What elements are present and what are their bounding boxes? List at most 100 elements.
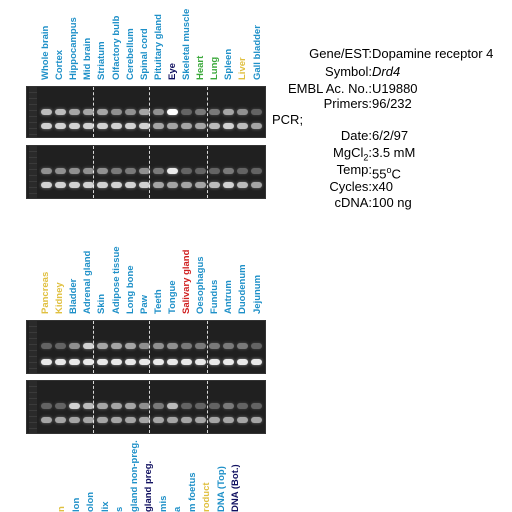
- gel-band: [55, 123, 66, 129]
- gel-band: [41, 182, 52, 188]
- lane-label: s: [114, 506, 125, 512]
- gel-band: [69, 182, 80, 188]
- gel-band: [139, 168, 150, 174]
- gel-band: [153, 403, 164, 409]
- gel-band: [237, 168, 248, 174]
- lane-label: Bladder: [68, 278, 80, 314]
- gel-panel-1-top: [26, 86, 266, 138]
- date-label: Date:: [340, 128, 372, 143]
- gel-band: [195, 109, 206, 115]
- gel-band: [69, 403, 80, 409]
- temp-label: Temp:: [336, 162, 372, 177]
- gel-band: [55, 417, 66, 423]
- gel-band: [55, 359, 66, 365]
- gel-band: [167, 403, 178, 409]
- gel-band: [69, 168, 80, 174]
- temp-value: 55oC: [372, 165, 401, 182]
- gel-band: [251, 403, 262, 409]
- lane-label: Teeth: [152, 289, 164, 314]
- gel-band: [83, 417, 94, 423]
- mgcl-value: 3.5 mM: [372, 145, 416, 160]
- gel-band: [139, 343, 150, 349]
- gel-band: [125, 123, 136, 129]
- gel-band: [181, 109, 192, 115]
- gel-band: [223, 182, 234, 188]
- lane-label: Fundus: [209, 279, 221, 314]
- gel-band: [153, 168, 164, 174]
- gel-band: [111, 359, 122, 365]
- gel-band: [237, 417, 248, 423]
- gel-band: [83, 182, 94, 188]
- gel-band: [195, 123, 206, 129]
- gel-band: [153, 359, 164, 365]
- primers-label: Primers:: [323, 96, 372, 111]
- gel-band: [111, 182, 122, 188]
- gel-band: [41, 403, 52, 409]
- cycles-value: x40: [372, 179, 393, 194]
- gel-band: [83, 403, 94, 409]
- lane-label: Long bone: [124, 265, 136, 314]
- gel-band: [125, 182, 136, 188]
- gel-band: [167, 123, 178, 129]
- lane-label: Pancreas: [40, 271, 51, 314]
- gel-band: [55, 343, 66, 349]
- gel-band: [125, 343, 136, 349]
- gel-band: [223, 403, 234, 409]
- gene-label: Gene/EST:: [309, 46, 372, 61]
- gel-band: [97, 123, 108, 129]
- gel-band: [83, 359, 94, 365]
- gel-band: [139, 123, 150, 129]
- gel-band: [209, 417, 220, 423]
- gel-panel-2-bottom: [26, 380, 266, 434]
- gene-value: Dopamine receptor 4: [372, 46, 494, 61]
- lane-label: n: [56, 506, 67, 512]
- gel-band: [69, 123, 80, 129]
- gel-band: [83, 343, 94, 349]
- gel-band: [181, 403, 192, 409]
- gel-band: [167, 168, 178, 174]
- lane-label: DNA (Top): [215, 466, 227, 512]
- gel-band: [223, 417, 234, 423]
- gel-band: [181, 123, 192, 129]
- primers-value: 96/232: [372, 96, 412, 111]
- lane-label: Skin: [96, 293, 108, 314]
- gel-band: [237, 359, 248, 365]
- lane-label: roduct: [201, 482, 212, 512]
- gel-band: [181, 182, 192, 188]
- gel-band: [167, 109, 178, 115]
- gel-band: [195, 417, 206, 423]
- gel-band: [195, 182, 206, 188]
- gel-band: [69, 359, 80, 365]
- lane-label: Adipose tissue: [110, 246, 122, 314]
- gel-band: [153, 417, 164, 423]
- gel-band: [139, 109, 150, 115]
- gel-band: [125, 417, 136, 423]
- gel-band: [125, 359, 136, 365]
- date-value: 6/2/97: [372, 128, 409, 143]
- gel-band: [69, 343, 80, 349]
- gel-band: [41, 359, 52, 365]
- gel-band: [111, 168, 122, 174]
- gel-band: [181, 168, 192, 174]
- gel-band: [41, 168, 52, 174]
- gel-band: [139, 182, 150, 188]
- gel-band: [69, 109, 80, 115]
- lane-label: DNA (Bot.): [230, 464, 241, 512]
- symbol-value: Drd4: [372, 64, 401, 79]
- lane-label: Adrenal gland: [82, 250, 94, 314]
- gel-band: [55, 168, 66, 174]
- gel-band: [251, 182, 262, 188]
- lane-label: Salivary gland: [181, 249, 192, 314]
- lane-label: Kidney: [54, 282, 66, 314]
- gel-band: [97, 109, 108, 115]
- gel-band: [69, 417, 80, 423]
- gel-band: [97, 182, 108, 188]
- gel-band: [209, 168, 220, 174]
- gel-band: [83, 109, 94, 115]
- lane-label: Jejunum: [251, 274, 263, 314]
- gel-band: [167, 182, 178, 188]
- gel-band: [55, 182, 66, 188]
- gel-band: [209, 359, 220, 365]
- gel-band: [125, 403, 136, 409]
- gel-band: [167, 343, 178, 349]
